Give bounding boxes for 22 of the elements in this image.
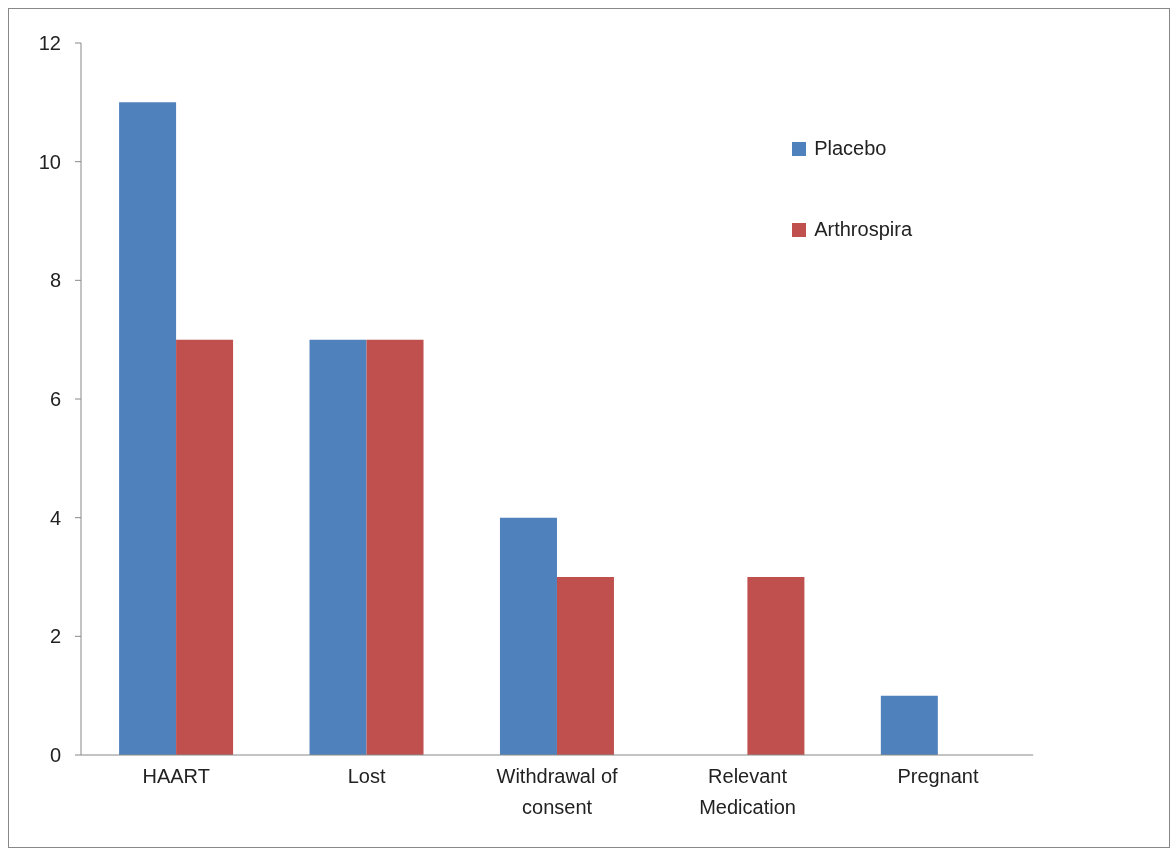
x-tick-label: HAART	[142, 765, 210, 787]
x-tick-label: Pregnant	[897, 765, 979, 787]
x-tick-label: Lost	[347, 765, 386, 787]
bar	[119, 102, 177, 755]
bar	[499, 517, 557, 755]
y-tick-label: 0	[49, 744, 61, 767]
bar	[309, 339, 367, 755]
y-tick-label: 2	[49, 625, 61, 648]
y-tick-label: 6	[49, 388, 61, 411]
bar	[880, 695, 938, 755]
y-tick-label: 8	[49, 269, 61, 292]
y-tick-label: 12	[38, 32, 61, 55]
bar	[176, 339, 234, 755]
bar	[366, 339, 424, 755]
bar	[747, 577, 805, 755]
x-tick-label: Withdrawal of consent	[496, 765, 619, 818]
bar	[556, 577, 614, 755]
legend-label: Arthrospira	[814, 218, 912, 241]
x-tick-label: Relevant Medication	[699, 765, 796, 818]
y-tick-label: 10	[38, 150, 61, 173]
legend-label: Placebo	[814, 137, 887, 160]
y-tick-label: 4	[49, 506, 61, 529]
